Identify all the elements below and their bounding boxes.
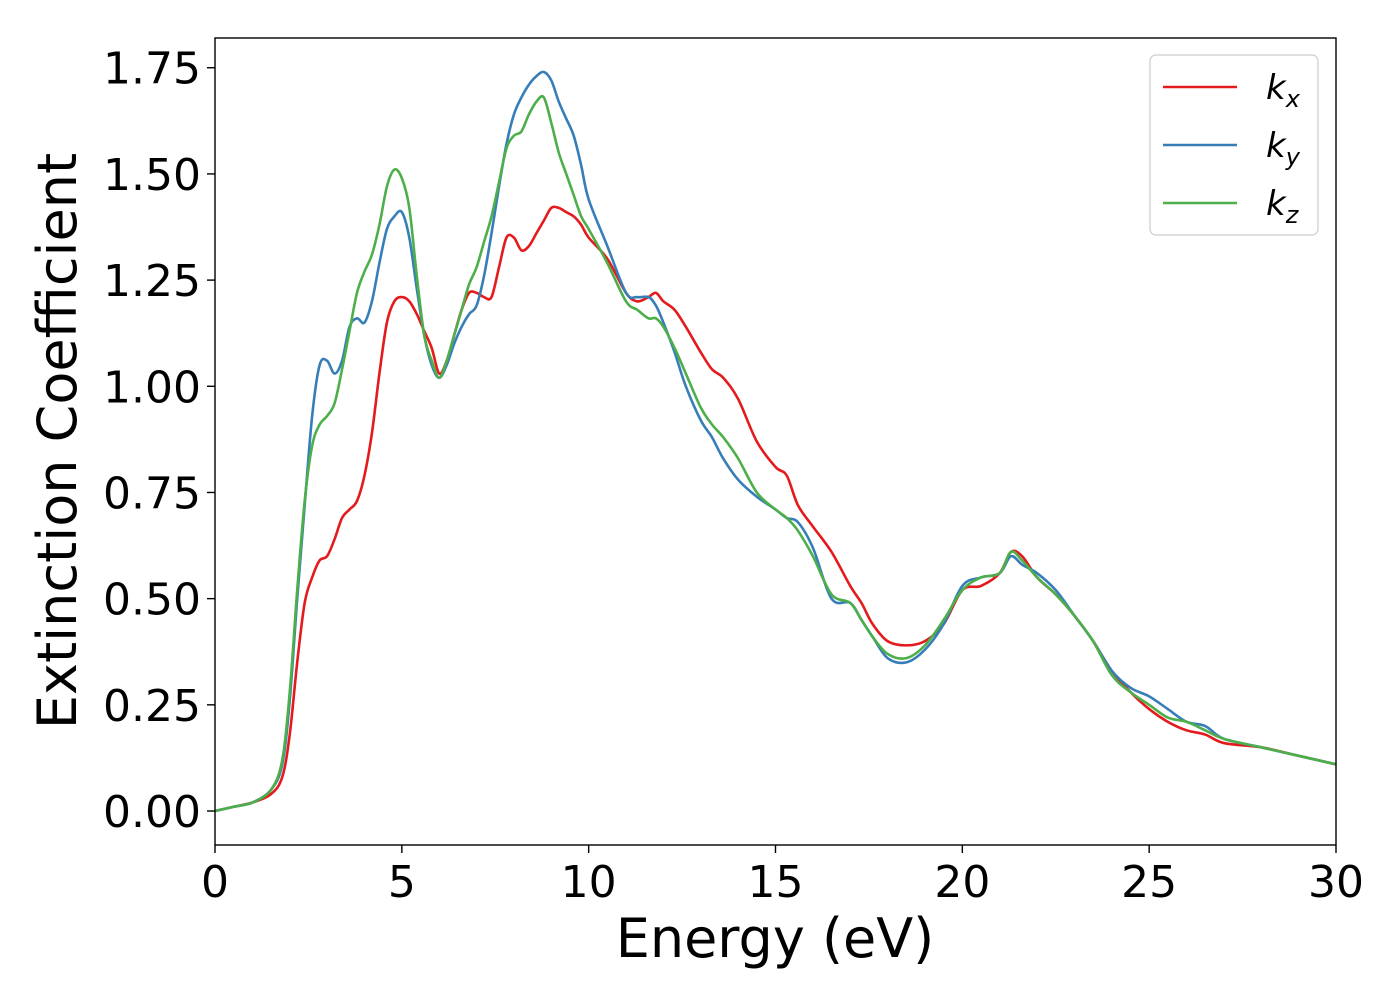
series-line-ky: [215, 70, 1336, 813]
legend-label-base: k: [1266, 68, 1287, 108]
y-tick-label: 0.00: [103, 787, 201, 838]
y-tick-label: 0.50: [103, 575, 201, 626]
y-axis: 0.00 0.25 0.50 0.75 1.00 1.25 1.50 1.75: [103, 44, 215, 838]
y-tick-label: 1.00: [103, 362, 201, 413]
x-tick-label: 10: [561, 857, 617, 908]
legend-label-subscript: z: [1285, 201, 1300, 229]
y-tick-label: 1.75: [103, 44, 201, 95]
legend-label-subscript: x: [1285, 85, 1301, 113]
legend-label-base: k: [1266, 126, 1287, 166]
x-tick-label: 5: [388, 857, 416, 908]
x-tick-label: 0: [201, 857, 229, 908]
legend-label-kx: kx: [1266, 68, 1301, 113]
legend-label-subscript: y: [1285, 143, 1301, 171]
series-layer: [215, 70, 1336, 813]
x-axis: 0 5 10 15 20 25 30: [201, 845, 1364, 908]
legend-label-base: k: [1266, 184, 1287, 224]
legend-label-kz: kz: [1266, 184, 1300, 229]
series-line-kz: [215, 94, 1336, 813]
x-tick-label: 15: [748, 857, 804, 908]
y-tick-label: 0.25: [103, 681, 201, 732]
y-tick-label: 1.50: [103, 150, 201, 201]
x-tick-label: 25: [1121, 857, 1177, 908]
y-axis-label: Extinction Coefficient: [26, 153, 89, 729]
x-tick-label: 30: [1308, 857, 1364, 908]
y-tick-label: 0.75: [103, 468, 201, 519]
x-axis-label: Energy (eV): [616, 907, 935, 970]
x-tick-label: 20: [934, 857, 990, 908]
y-tick-label: 1.25: [103, 256, 201, 307]
legend-label-ky: ky: [1266, 126, 1301, 171]
